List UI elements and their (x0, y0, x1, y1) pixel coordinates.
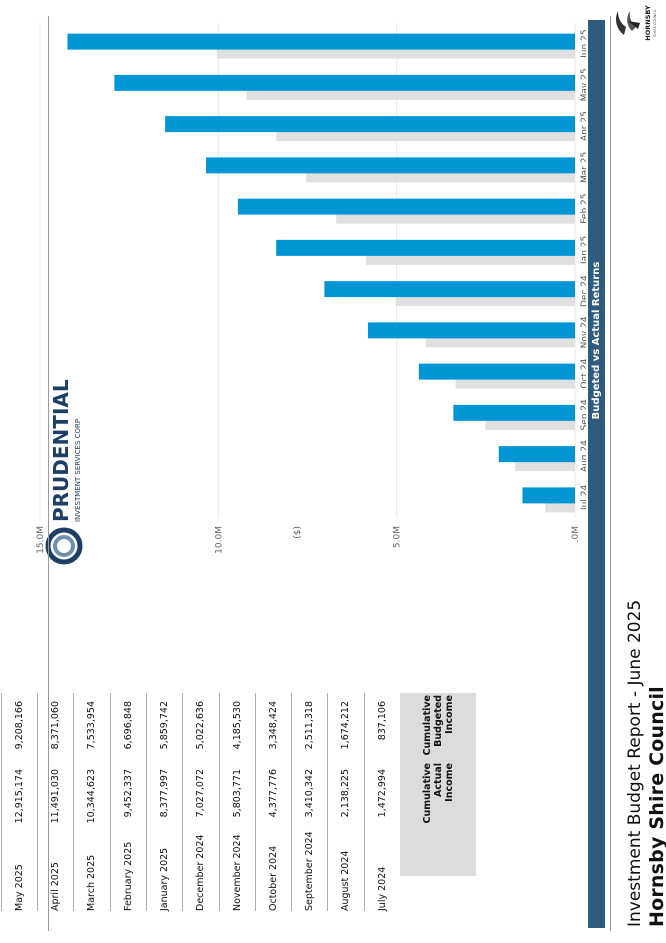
table-row: March 2025 10,344,623 7,533,954 (73, 693, 111, 911)
row-budgeted: 9,208,166 (13, 701, 25, 750)
bar-actual (206, 157, 575, 174)
bar-actual (367, 322, 575, 339)
row-actual: 5,803,771 (231, 769, 243, 818)
row-budgeted: 837,106 (376, 701, 388, 741)
row-budgeted: 1,674,212 (340, 701, 352, 750)
council-logo-name: HORNSBY (644, 5, 652, 41)
table-row: November 2024 5,803,771 4,185,530 (218, 693, 256, 911)
bar-actual (165, 116, 575, 133)
x-tick-label: Jan 25 (580, 236, 586, 265)
row-budgeted: 5,022,636 (195, 701, 207, 750)
row-actual: 8,377,997 (158, 769, 170, 818)
report-title: Hornsby Shire Council (646, 686, 666, 927)
table-row: December 2024 7,027,072 5,022,636 (182, 693, 220, 911)
x-tick-label: Aug 24 (580, 440, 586, 472)
x-tick-label: Feb 25 (580, 194, 586, 224)
bar-actual (418, 363, 575, 380)
returns-chart: .0M 5.0M 10.0M 15.0M ($) Jul 24 Aug 24 Sep 24 Oc… (36, 23, 586, 554)
x-tick-label: Jun 25 (580, 29, 586, 58)
bar-actual (324, 281, 575, 298)
x-tick-label: Nov 24 (580, 316, 586, 348)
y-axis-label: ($) (293, 526, 303, 539)
row-budgeted: 4,185,530 (231, 701, 243, 750)
row-actual: 9,452,337 (122, 769, 134, 818)
header-divider (610, 16, 611, 931)
table-row: April 2025 11,491,030 8,371,060 (37, 693, 74, 911)
x-tick-label: Jul 24 (580, 485, 586, 511)
x-tick-label: Dec 24 (580, 275, 586, 307)
row-actual: 4,377,776 (267, 769, 279, 818)
report-subtitle: Investment Budget Report - June 2025 (625, 599, 645, 927)
row-actual: 3,410,342 (304, 769, 316, 818)
prudential-logo: PRUDENTIAL INVESTMENT SERVICES CORP (45, 379, 83, 565)
table-row: May 2025 12,915,174 9,208,166 (0, 693, 38, 911)
row-month: July 2024 (376, 866, 388, 911)
table-row: January 2025 8,377,997 5,859,742 (145, 693, 183, 911)
table-row: July 2024 1,472,994 837,106 (363, 693, 401, 911)
row-budgeted: 6,696,848 (122, 701, 134, 750)
prudential-logo-name: PRUDENTIAL (49, 379, 73, 522)
row-actual: 1,472,994 (376, 769, 388, 818)
row-actual: 10,344,623 (86, 769, 98, 824)
table-row: October 2024 4,377,776 3,348,424 (254, 693, 292, 911)
row-actual: 2,138,225 (340, 769, 352, 818)
row-month: April 2025 (50, 862, 61, 911)
row-month: May 2025 (13, 864, 25, 911)
row-budgeted: 8,371,060 (50, 701, 61, 750)
x-tick-label: Oct 24 (580, 358, 586, 388)
y-tick-label: 10.0M (214, 526, 224, 554)
row-budgeted: 2,511,318 (304, 701, 316, 750)
hornsby-logo: HORNSBY SHIRE COUNCIL (616, 5, 657, 41)
table-row: February 2025 9,452,337 6,696,848 (109, 693, 147, 911)
column-header-budgeted: Cumulative Budgeted Income (421, 695, 455, 756)
row-month: December 2024 (195, 834, 207, 911)
row-actual: 12,915,174 (13, 769, 25, 824)
row-actual: 14,229,950 (0, 769, 1, 823)
table-row: August 2024 2,138,225 1,674,212 (327, 693, 365, 911)
bar-actual (453, 404, 575, 421)
row-month: November 2024 (231, 834, 243, 911)
bar-actual (67, 33, 575, 50)
bar-actual (114, 74, 575, 91)
row-actual: 11,491,030 (50, 769, 61, 824)
bar-actual (522, 487, 575, 504)
chart-title: Budgeted vs Actual Returns (591, 261, 602, 420)
x-tick-label: Sep 24 (580, 399, 586, 431)
row-month: September 2024 (304, 831, 316, 911)
council-logo-sub: SHIRE COUNCIL (653, 9, 657, 36)
table-row: September 2024 3,410,342 2,511,318 (291, 693, 329, 911)
row-month: January 2025 (158, 847, 170, 911)
y-tick-label: .0M (571, 526, 581, 542)
row-budgeted: 5,859,742 (158, 701, 170, 750)
row-budgeted: 3,348,424 (267, 701, 279, 750)
prudential-logo-sub: INVESTMENT SERVICES CORP (74, 419, 82, 522)
y-tick-label: 5.0M (393, 526, 403, 548)
bar-actual (498, 446, 575, 463)
row-month: October 2024 (267, 845, 279, 911)
x-tick-label: Mar 25 (580, 152, 586, 183)
row-month: March 2025 (86, 854, 98, 911)
row-actual: 7,027,072 (195, 769, 207, 818)
x-tick-label: May 25 (580, 68, 586, 101)
x-tick-label: Apr 25 (580, 111, 586, 141)
column-header-actual: Cumulative Actual Income (421, 763, 455, 824)
row-month: June 2025 (0, 863, 1, 911)
table-header: Cumulative Actual Income Cumulative Budg… (400, 693, 476, 911)
row-month: February 2025 (122, 841, 134, 911)
bar-actual (237, 198, 576, 215)
footer-divider (48, 16, 49, 931)
y-tick-label: 15.0M (36, 526, 46, 554)
row-budgeted: 10,045,266 (0, 701, 1, 755)
row-budgeted: 7,533,954 (86, 701, 98, 750)
row-month: August 2024 (340, 850, 352, 911)
bar-actual (276, 239, 575, 256)
table-row: June 2025 14,229,950 10,045,266 (0, 693, 2, 911)
